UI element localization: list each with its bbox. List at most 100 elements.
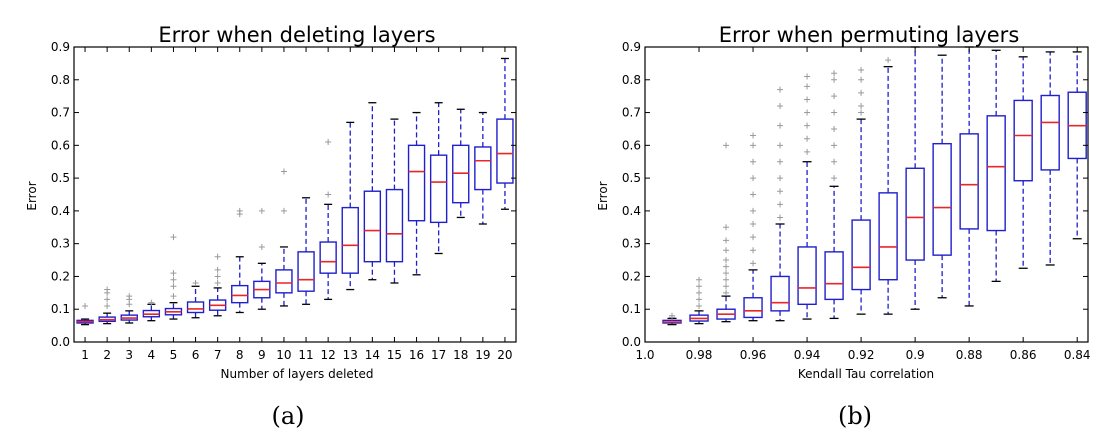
x-tick-label: 5 [170, 348, 178, 362]
box-0.88 [959, 46, 979, 307]
x-tick-label: 6 [192, 348, 200, 362]
outlier-point [831, 70, 838, 77]
y-tick-label: 0.1 [622, 302, 641, 316]
iqr-box [186, 301, 205, 314]
outlier-point [214, 280, 221, 286]
outlier-point [214, 266, 221, 273]
outlier-point [750, 234, 757, 241]
outlier-point [804, 83, 811, 90]
box-0.94 [797, 73, 817, 320]
outlier-point [170, 276, 177, 283]
outlier-point [325, 191, 332, 198]
outlier-point [104, 286, 111, 293]
iqr-box [319, 241, 337, 274]
iqr-box [986, 115, 1006, 232]
outlier-point [723, 224, 730, 231]
chart-b-xlabel: Kendall Tau correlation [798, 367, 934, 381]
x-tick-label: 0.96 [740, 348, 767, 362]
y-tick-label: 0.2 [622, 269, 641, 283]
outlier-point [723, 247, 730, 254]
outlier-point [750, 247, 757, 254]
outlier-point [777, 214, 784, 221]
y-tick-label: 0.7 [622, 106, 641, 120]
outlier-point [696, 302, 703, 309]
y-tick-label: 0.9 [622, 40, 641, 54]
x-tick-label: 1.0 [635, 348, 654, 362]
outlier-point [696, 276, 703, 283]
outlier-point [750, 158, 757, 165]
outlier-point [777, 158, 784, 165]
outlier-point [777, 122, 784, 129]
chart-b-plot-area: 0.0 0.1 0.2 0.3 0.4 0.5 0.6 0.7 0.8 0.9 1.0 0.98 0.9… [622, 40, 1091, 362]
chart-b-caption: (b) [838, 402, 872, 430]
chart-a-ylabel: Error [25, 181, 39, 210]
outlier-point [777, 201, 784, 208]
box-2 [98, 286, 116, 325]
outlier-point [325, 139, 332, 146]
box-13 [341, 121, 359, 291]
y-tick-label: 0.9 [51, 40, 70, 54]
y-tick-label: 0.6 [622, 138, 641, 152]
x-tick-label: 16 [409, 348, 424, 362]
box-0.99 [662, 312, 682, 326]
outlier-point [777, 103, 784, 109]
x-tick-label: 0.9 [906, 348, 925, 362]
outlier-point [750, 260, 757, 267]
outlier-point [831, 142, 838, 149]
outlier-point [126, 293, 133, 300]
x-tick-label: 0.94 [794, 348, 821, 362]
box-17 [429, 102, 448, 255]
chart-a-deleting-layers: Error when deleting layers Number of lay… [25, 23, 517, 430]
x-tick-label: 11 [298, 348, 313, 362]
iqr-box [878, 192, 898, 281]
box-14 [363, 102, 382, 281]
outlier-point [170, 283, 177, 290]
y-tick-label: 0.4 [622, 204, 641, 218]
outlier-point [804, 96, 811, 103]
box-11 [297, 197, 315, 305]
outlier-point [170, 234, 177, 241]
x-tick-label: 10 [276, 348, 291, 362]
box-0.96 [743, 132, 763, 322]
chart-a-caption: (a) [271, 402, 304, 430]
outlier-point [723, 142, 730, 149]
outlier-point [804, 122, 811, 129]
x-tick-label: 0.84 [1064, 348, 1091, 362]
outlier-point [750, 142, 757, 149]
outlier-point [170, 270, 177, 277]
x-tick-label: 17 [431, 348, 446, 362]
outlier-point [104, 296, 111, 303]
outlier-point [104, 302, 111, 309]
y-tick-label: 0.8 [622, 73, 641, 87]
box-0.84 [1067, 51, 1087, 240]
x-tick-label: 19 [475, 348, 490, 362]
box-0.89 [932, 54, 952, 299]
outlier-point [777, 86, 784, 93]
outlier-point [723, 283, 730, 290]
iqr-box [407, 144, 426, 222]
box-6 [186, 280, 205, 319]
iqr-box [905, 167, 925, 261]
x-tick-label: 0.88 [956, 348, 983, 362]
outlier-point [831, 93, 838, 100]
outlier-point [723, 289, 730, 296]
outlier-point [885, 57, 892, 64]
y-tick-label: 0.7 [51, 106, 70, 120]
box-0.87 [986, 49, 1006, 283]
box-8 [231, 207, 249, 314]
x-tick-label: 18 [453, 348, 468, 362]
outlier-point [831, 175, 838, 182]
chart-b-ylabel: Error [596, 181, 610, 210]
y-tick-label: 0.6 [51, 138, 70, 152]
outlier-point [858, 66, 865, 73]
box-18 [452, 108, 470, 219]
outlier-point [236, 207, 243, 214]
iqr-box [452, 144, 470, 204]
outlier-point [723, 276, 730, 283]
box-16 [407, 111, 426, 276]
box-0.95 [770, 86, 790, 322]
x-tick-label: 7 [214, 348, 222, 362]
outlier-point [696, 283, 703, 290]
outlier-point [696, 296, 703, 303]
outlier-point [804, 109, 811, 116]
